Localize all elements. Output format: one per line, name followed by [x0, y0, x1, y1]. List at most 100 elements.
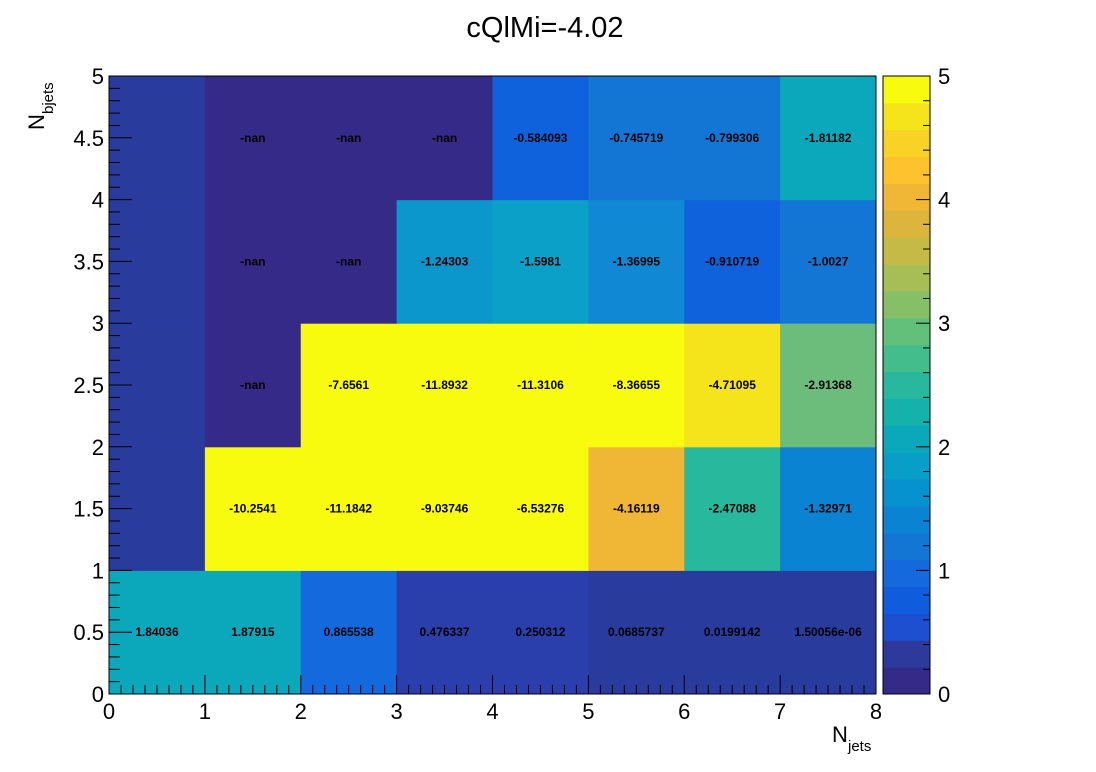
heatmap-cell [300, 570, 398, 695]
palette-swatch [883, 613, 930, 641]
heatmap-cell [204, 570, 302, 695]
heatmap-cell [492, 199, 589, 324]
y-tick-label: 3 [92, 311, 104, 336]
heatmap-cell [588, 446, 685, 571]
cell-value-label: 1.50056e-06 [794, 625, 862, 639]
cell-value-label: 1.87915 [231, 625, 275, 639]
palette-swatch [883, 452, 930, 480]
x-tick-label: 7 [774, 699, 786, 724]
palette-swatch [883, 479, 930, 507]
palette-swatch [883, 264, 930, 292]
cell-value-label: -nan [336, 131, 361, 145]
color-palette: 0 1 2 3 4 5 [882, 64, 950, 707]
y-tick-label: 3.5 [73, 249, 104, 274]
cell-value-label: -0.910719 [705, 254, 759, 268]
cell-value-label: -1.5981 [520, 254, 561, 268]
heatmap-cell [204, 76, 302, 201]
cell-value-label: -nan [240, 254, 265, 268]
y-axis-title-sub: bjets [40, 82, 57, 114]
palette-swatch [883, 425, 930, 453]
y-tick-label: 0.5 [73, 620, 104, 645]
y-tick-label: 4 [92, 188, 104, 213]
heatmap-cell [396, 76, 493, 201]
x-tick-label: 5 [582, 699, 594, 724]
heatmap-cell [780, 446, 877, 571]
heatmap-cell [780, 570, 877, 695]
cell-value-label: -1.24303 [421, 254, 469, 268]
palette-swatch [883, 317, 930, 346]
palette-swatch [883, 586, 930, 614]
heatmap-cell [396, 199, 493, 324]
cell-value-label: -4.71095 [709, 378, 757, 392]
cell-value-label: -6.53276 [517, 502, 565, 516]
cell-value-label: -nan [432, 131, 457, 145]
palette-swatch [883, 344, 930, 373]
heatmap-cell [684, 199, 781, 324]
palette-swatch [883, 156, 930, 184]
palette-frame [882, 75, 931, 695]
palette-swatch [883, 129, 930, 158]
palette-swatch [883, 237, 930, 265]
cell-value-label: -1.0027 [808, 254, 849, 268]
cell-value-label: -7.6561 [328, 378, 369, 392]
x-axis-title: N jets [832, 722, 871, 755]
palette-swatch [883, 76, 930, 104]
cell-value-label: -2.47088 [709, 502, 757, 516]
palette-swatch [883, 290, 930, 319]
x-tick-label: 6 [678, 699, 690, 724]
y-tick-label: 2.5 [73, 373, 104, 398]
palette-swatch [883, 371, 930, 399]
cell-value-label: -nan [240, 131, 265, 145]
y-axis-title-main: N [24, 114, 49, 130]
x-axis-title-sub: jets [847, 738, 871, 755]
palette-swatch [883, 183, 930, 211]
y-tick-label: 2 [92, 435, 104, 460]
x-tick-label: 8 [870, 699, 882, 724]
cell-value-label: -0.584093 [513, 131, 567, 145]
y-tick-label: 4.5 [73, 126, 104, 151]
cell-value-label: -1.81182 [805, 131, 852, 145]
cell-value-label: -11.8932 [421, 378, 468, 392]
heatmap-cell [684, 446, 781, 571]
heatmap-cell-labels: 1.84036 1.87915 0.865538 0.476337 0.250312 0.… [135, 131, 862, 639]
cell-value-label: -nan [336, 254, 361, 268]
heatmap-cell [684, 570, 781, 695]
heatmap-cell [492, 570, 589, 695]
palette-swatch [883, 505, 930, 534]
cell-value-label: -4.16119 [613, 502, 660, 516]
heatmap-cell [300, 446, 398, 571]
z-tick-label: 2 [938, 435, 950, 460]
cell-value-label: 0.0199142 [704, 625, 761, 639]
cell-value-label: 0.476337 [420, 625, 470, 639]
palette-swatch [883, 640, 930, 668]
palette-swatch [883, 398, 930, 426]
heatmap-cell [300, 76, 398, 201]
heatmap-cell [684, 323, 781, 448]
z-tick-label: 4 [938, 188, 950, 213]
x-tick-label: 0 [103, 699, 115, 724]
cell-value-label: -11.3106 [517, 378, 564, 392]
heatmap-cell [684, 76, 781, 201]
heatmap-cell [492, 446, 589, 571]
heatmap-cell [300, 199, 398, 324]
cell-value-label: 0.865538 [324, 625, 374, 639]
palette-swatch [883, 102, 930, 131]
palette-swatch [883, 559, 930, 588]
palette-swatch [883, 667, 930, 695]
palette-swatch [883, 210, 930, 238]
y-tick-label: 1 [92, 558, 104, 583]
heatmap-cell [204, 446, 302, 571]
plot-axes: 0 1 2 3 4 5 6 7 8 0 0.5 1 1.5 2 2.5 3 3.5 4 4.5 5 [73, 64, 882, 724]
cell-value-label: -nan [240, 378, 265, 392]
z-tick-label: 5 [938, 64, 950, 89]
chart-title: cQlMi=-4.02 [466, 12, 623, 44]
z-tick-label: 1 [938, 558, 950, 583]
cell-value-label: -9.03746 [421, 502, 469, 516]
cell-value-label: -8.36655 [613, 378, 661, 392]
heatmap-cell [204, 199, 302, 324]
heatmap-cell [396, 323, 493, 448]
heatmap-cell [780, 76, 877, 201]
heatmap-cells [109, 76, 877, 695]
heatmap-cell [588, 199, 685, 324]
